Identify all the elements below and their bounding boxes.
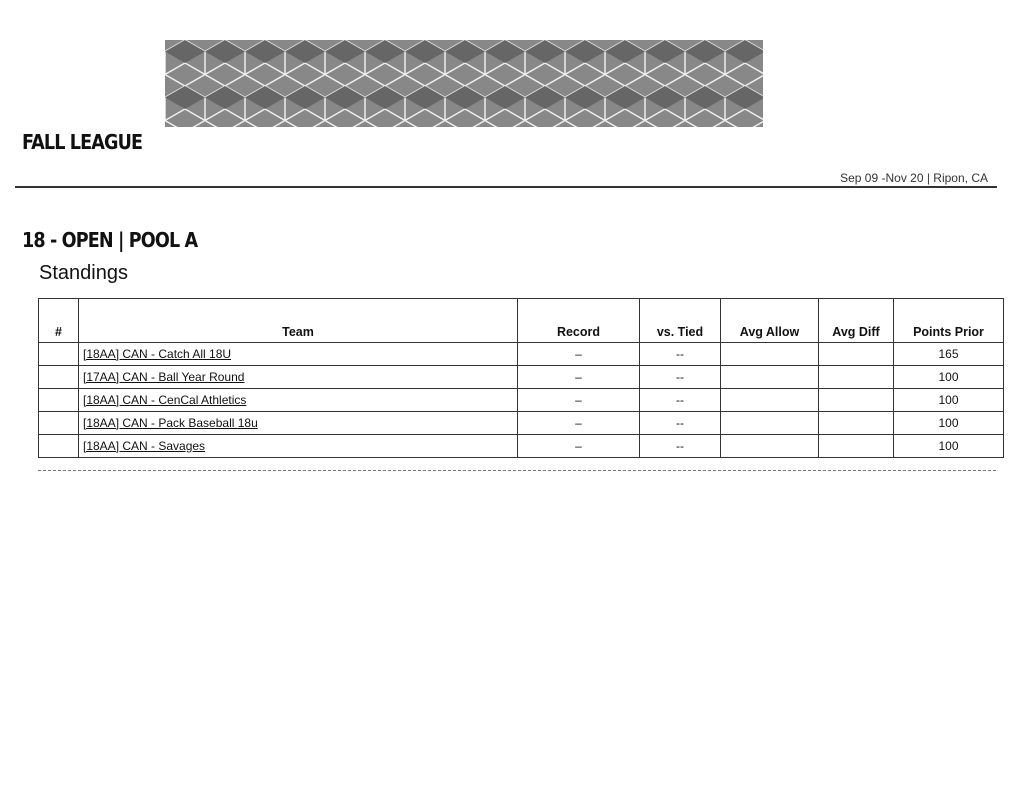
record-cell: – bbox=[575, 439, 582, 453]
table-row: [18AA] CAN - CenCal Athletics – -- 100 bbox=[38, 388, 1004, 412]
team-link-wrap: [18AA] CAN - Catch All 18U bbox=[78, 342, 518, 366]
col-team: Team bbox=[78, 298, 518, 343]
event-dates-location: Sep 09 -Nov 20 | Ripon, CA bbox=[840, 171, 988, 185]
col-rank: # bbox=[38, 298, 79, 343]
tied-cell-wrap: -- bbox=[639, 434, 721, 458]
col-avg-allow: Avg Allow bbox=[720, 298, 819, 343]
team-link[interactable]: [18AA] CAN - Savages bbox=[83, 439, 206, 453]
tied-cell-wrap: -- bbox=[639, 388, 721, 412]
team-link[interactable]: [18AA] CAN - Pack Baseball 18u bbox=[83, 416, 258, 430]
team-link-wrap: [17AA] CAN - Ball Year Round bbox=[78, 365, 518, 389]
points-prior-cell: 100 bbox=[938, 439, 959, 453]
standings-heading: Standings bbox=[39, 262, 128, 284]
col-record: Record bbox=[517, 298, 640, 343]
rank-cell-wrap bbox=[38, 434, 79, 458]
points-prior-cell-wrap: 100 bbox=[893, 411, 1004, 435]
table-row: [18AA] CAN - Savages – -- 100 bbox=[38, 434, 1004, 458]
record-cell-wrap: – bbox=[517, 411, 640, 435]
rank-cell-wrap bbox=[38, 342, 79, 366]
tied-cell: -- bbox=[676, 347, 684, 361]
col-vs-tied: vs. Tied bbox=[639, 298, 721, 343]
points-prior-cell: 100 bbox=[938, 416, 959, 430]
tied-cell-wrap: -- bbox=[639, 342, 721, 366]
points-prior-cell: 100 bbox=[938, 370, 959, 384]
points-prior-cell: 165 bbox=[938, 347, 959, 361]
team-link-wrap: [18AA] CAN - CenCal Athletics bbox=[78, 388, 518, 412]
points-prior-cell-wrap: 100 bbox=[893, 434, 1004, 458]
team-link[interactable]: [18AA] CAN - CenCal Athletics bbox=[83, 393, 247, 407]
avg-allow-cell-wrap bbox=[720, 365, 819, 389]
points-prior-cell-wrap: 100 bbox=[893, 365, 1004, 389]
points-prior-cell-wrap: 165 bbox=[893, 342, 1004, 366]
avg-diff-cell-wrap bbox=[818, 434, 894, 458]
record-cell: – bbox=[575, 416, 582, 430]
record-cell: – bbox=[575, 393, 582, 407]
rank-cell-wrap bbox=[38, 411, 79, 435]
avg-allow-cell-wrap bbox=[720, 342, 819, 366]
team-link-wrap: [18AA] CAN - Pack Baseball 18u bbox=[78, 411, 518, 435]
league-title: FALL LEAGUE bbox=[22, 130, 143, 154]
record-cell-wrap: – bbox=[517, 365, 640, 389]
record-cell-wrap: – bbox=[517, 434, 640, 458]
record-cell-wrap: – bbox=[517, 342, 640, 366]
avg-diff-cell-wrap bbox=[818, 411, 894, 435]
pool-heading: 18 - OPEN | POOL A bbox=[22, 228, 198, 252]
points-prior-cell-wrap: 100 bbox=[893, 388, 1004, 412]
col-avg-diff: Avg Diff bbox=[818, 298, 894, 343]
standings-table: # Team Record vs. Tied Avg Allow Avg Dif… bbox=[38, 298, 1004, 458]
avg-allow-cell-wrap bbox=[720, 411, 819, 435]
footer-divider bbox=[38, 470, 996, 471]
record-cell: – bbox=[575, 370, 582, 384]
tied-cell: -- bbox=[676, 416, 684, 430]
table-row: [17AA] CAN - Ball Year Round – -- 100 bbox=[38, 365, 1004, 389]
table-row: [18AA] CAN - Catch All 18U – -- 165 bbox=[38, 342, 1004, 366]
avg-allow-cell-wrap bbox=[720, 434, 819, 458]
col-points-prior: Points Prior bbox=[893, 298, 1004, 343]
team-link[interactable]: [18AA] CAN - Catch All 18U bbox=[83, 347, 232, 361]
avg-diff-cell-wrap bbox=[818, 388, 894, 412]
record-cell: – bbox=[575, 347, 582, 361]
header-divider bbox=[15, 186, 997, 188]
points-prior-cell: 100 bbox=[938, 393, 959, 407]
rank-cell-wrap bbox=[38, 365, 79, 389]
rank-cell-wrap bbox=[38, 388, 79, 412]
table-row: [18AA] CAN - Pack Baseball 18u – -- 100 bbox=[38, 411, 1004, 435]
avg-diff-cell-wrap bbox=[818, 342, 894, 366]
table-header-row: # Team Record vs. Tied Avg Allow Avg Dif… bbox=[38, 298, 1004, 343]
tied-cell-wrap: -- bbox=[639, 411, 721, 435]
avg-allow-cell-wrap bbox=[720, 388, 819, 412]
avg-diff-cell-wrap bbox=[818, 365, 894, 389]
tied-cell-wrap: -- bbox=[639, 365, 721, 389]
team-link[interactable]: [17AA] CAN - Ball Year Round bbox=[83, 370, 245, 384]
banner-image bbox=[165, 40, 763, 127]
tied-cell: -- bbox=[676, 370, 684, 384]
team-link-wrap: [18AA] CAN - Savages bbox=[78, 434, 518, 458]
tied-cell: -- bbox=[676, 439, 684, 453]
record-cell-wrap: – bbox=[517, 388, 640, 412]
tied-cell: -- bbox=[676, 393, 684, 407]
